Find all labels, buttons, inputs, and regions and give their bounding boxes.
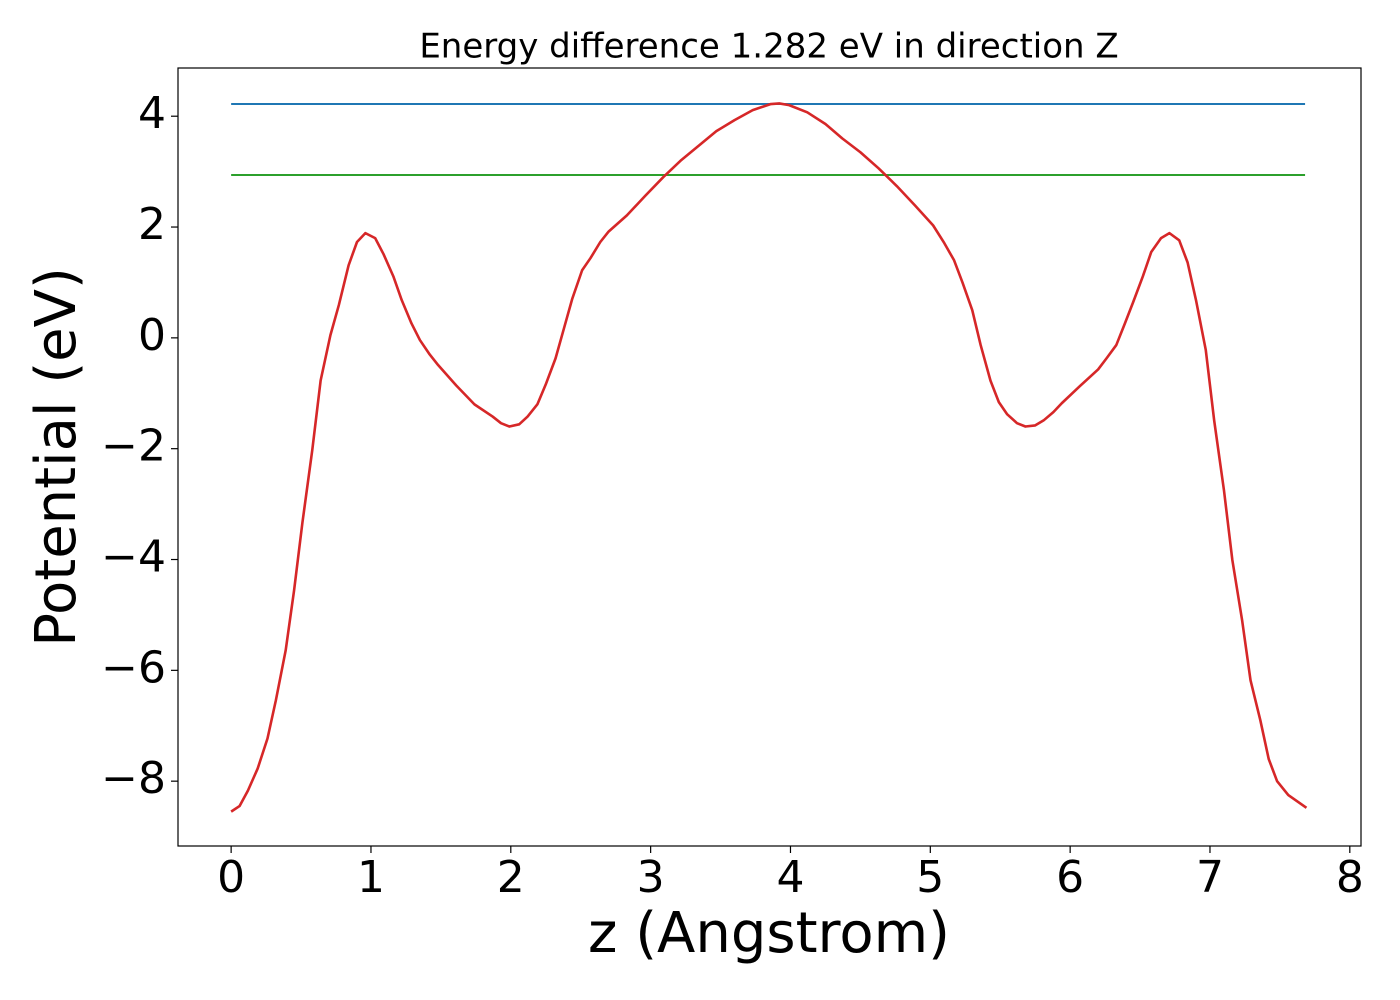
x-tick-label: 1 xyxy=(357,852,385,903)
x-tick-label: 0 xyxy=(217,852,245,903)
y-axis-label: Potential (eV) xyxy=(24,267,89,647)
x-tick-label: 8 xyxy=(1336,852,1364,903)
x-tick-label: 5 xyxy=(916,852,944,903)
y-tick-label: 4 xyxy=(138,88,166,139)
chart-title: Energy difference 1.282 eV in direction … xyxy=(419,27,1118,67)
x-tick-label: 7 xyxy=(1196,852,1224,903)
y-tick-label: −2 xyxy=(101,421,166,472)
x-axis-label: z (Angstrom) xyxy=(588,901,950,966)
x-tick-label: 2 xyxy=(497,852,525,903)
x-tick-label: 6 xyxy=(1056,852,1084,903)
data-line xyxy=(230,102,1308,813)
x-tick-label: 4 xyxy=(776,852,804,903)
y-tick-label: 0 xyxy=(138,310,166,361)
y-tick-label: −4 xyxy=(101,532,166,583)
y-tick-label: −8 xyxy=(101,753,166,804)
plot-frame xyxy=(177,67,1362,847)
y-tick-label: −6 xyxy=(101,642,166,693)
x-tick-label: 3 xyxy=(637,852,665,903)
y-tick-label: 2 xyxy=(138,199,166,250)
